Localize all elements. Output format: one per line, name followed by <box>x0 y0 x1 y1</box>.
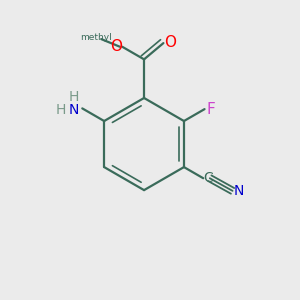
Text: O: O <box>164 35 176 50</box>
Text: methyl: methyl <box>80 33 112 42</box>
Text: H: H <box>56 103 66 117</box>
Text: N: N <box>69 103 79 117</box>
Text: O: O <box>110 39 122 54</box>
Text: H: H <box>69 89 79 103</box>
Text: N: N <box>234 184 244 198</box>
Text: C: C <box>204 171 214 185</box>
Text: F: F <box>207 102 215 117</box>
